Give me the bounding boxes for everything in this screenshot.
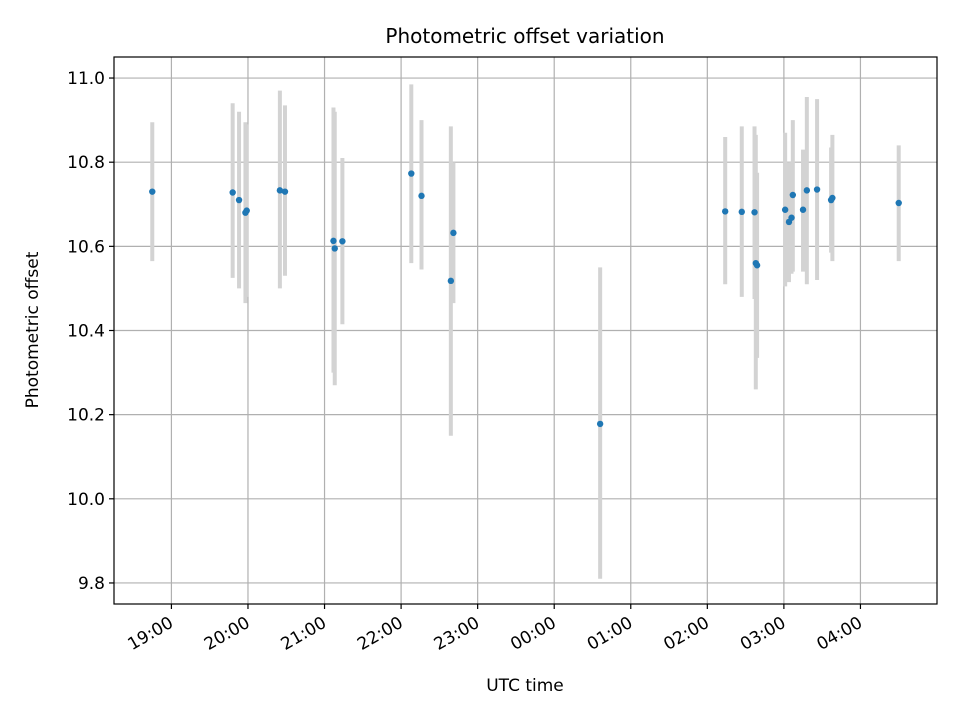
y-tick-label: 10.4	[67, 322, 105, 342]
y-axis-ticks: 9.8 10.0 10.2 10.4 10.6 10.8 11.0	[67, 69, 114, 594]
data-point	[330, 237, 337, 245]
data-point	[235, 196, 243, 204]
data-point	[799, 206, 807, 213]
data-point	[418, 192, 425, 200]
data-point	[408, 170, 415, 177]
data-point	[895, 199, 902, 207]
data-point	[339, 238, 346, 245]
data-point	[753, 262, 761, 269]
data-point	[331, 245, 338, 252]
y-tick-label: 10.0	[67, 490, 105, 510]
data-point	[788, 214, 795, 221]
data-point	[596, 420, 604, 428]
data-point	[738, 208, 745, 216]
data-point	[829, 194, 836, 202]
data-point	[229, 189, 236, 196]
data-point	[276, 187, 284, 194]
data-point	[243, 207, 250, 214]
y-tick-label: 10.8	[67, 153, 105, 173]
y-tick-label: 10.2	[67, 406, 105, 426]
y-tick-label: 11.0	[67, 69, 105, 89]
data-point	[803, 187, 811, 194]
data-point	[813, 186, 821, 193]
chart-title: Photometric offset variation	[385, 24, 664, 48]
data-point	[721, 208, 729, 215]
data-point	[781, 206, 789, 213]
data-point	[149, 188, 156, 195]
x-axis-label: UTC time	[486, 676, 564, 696]
data-points	[149, 170, 902, 428]
y-axis-label: Photometric offset	[23, 251, 43, 408]
data-point	[447, 277, 455, 285]
data-point	[789, 191, 797, 199]
data-point	[450, 229, 457, 237]
y-tick-label: 10.6	[67, 237, 105, 257]
data-point	[751, 209, 758, 216]
y-tick-label: 9.8	[78, 574, 105, 594]
data-point	[281, 188, 289, 195]
